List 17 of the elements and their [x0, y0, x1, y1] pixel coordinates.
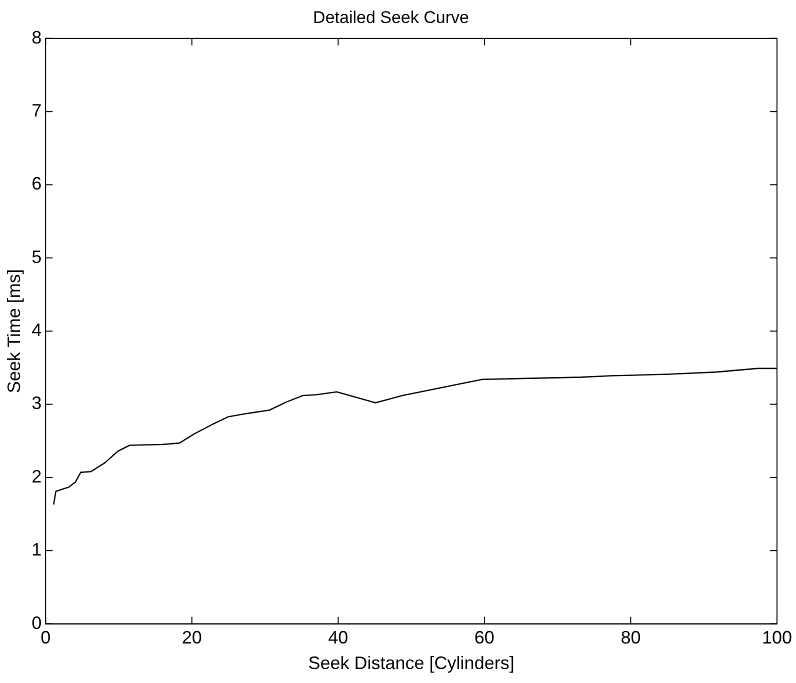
y-tick-label: 1 — [32, 540, 42, 560]
x-tick-label: 20 — [182, 628, 202, 648]
x-tick-label: 60 — [474, 628, 494, 648]
y-tick-label: 5 — [32, 246, 42, 267]
y-tick-label: 3 — [32, 393, 42, 414]
y-tick-label: 7 — [32, 100, 42, 121]
y-tick-label: 8 — [32, 27, 42, 48]
x-tick-label: 80 — [620, 628, 641, 648]
y-tick-label: 0 — [32, 612, 42, 633]
x-axis-title: Seek Distance [Cylinders] — [308, 653, 514, 674]
y-tick-label: 4 — [32, 320, 42, 340]
y-tick-label: 2 — [32, 466, 42, 486]
y-tick-label: 6 — [32, 174, 42, 194]
chart-title: Detailed Seek Curve — [313, 8, 469, 27]
x-tick-label: 100 — [762, 628, 792, 648]
x-tick-label: 40 — [328, 628, 348, 648]
y-axis-title: Seek Time [ms] — [4, 269, 24, 394]
